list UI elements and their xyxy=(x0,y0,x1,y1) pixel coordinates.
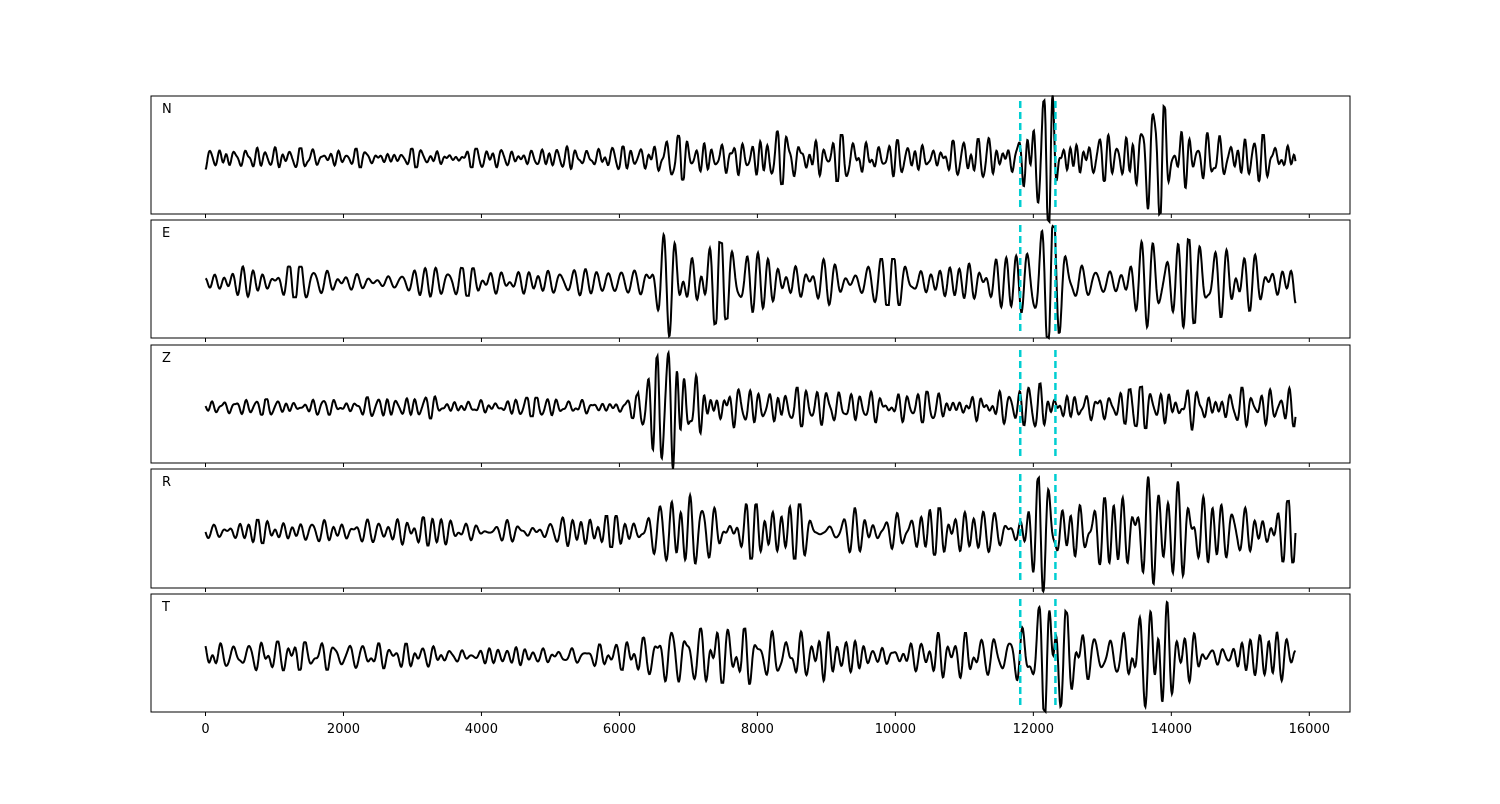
x-tick-label: 12000 xyxy=(1013,722,1054,737)
x-tick-label: 6000 xyxy=(603,722,636,737)
panel-frame-E xyxy=(150,219,1351,339)
panel-frame-R xyxy=(150,468,1351,589)
waveform-E xyxy=(204,224,1297,340)
waveform-Z xyxy=(204,349,1297,470)
x-tick-label: 4000 xyxy=(465,722,498,737)
x-tick-label: 16000 xyxy=(1289,722,1330,737)
waveform-R xyxy=(204,475,1297,594)
panel-label: Z xyxy=(162,351,171,366)
panel-label: R xyxy=(162,475,171,490)
panel-frame-Z xyxy=(150,344,1351,464)
x-tick-label: 10000 xyxy=(875,722,916,737)
x-tick-label: 0 xyxy=(201,722,209,737)
panel-label: T xyxy=(161,600,170,615)
waveform-N xyxy=(204,95,1297,225)
x-tick-label: 8000 xyxy=(741,722,774,737)
panel-label: E xyxy=(162,226,170,241)
x-tick-label: 14000 xyxy=(1151,722,1192,737)
x-tick-label: 2000 xyxy=(327,722,360,737)
panel-frame-N xyxy=(150,95,1351,215)
panel-label: N xyxy=(162,102,172,117)
waveform-T xyxy=(204,600,1297,715)
panel-frame-T xyxy=(150,593,1351,713)
